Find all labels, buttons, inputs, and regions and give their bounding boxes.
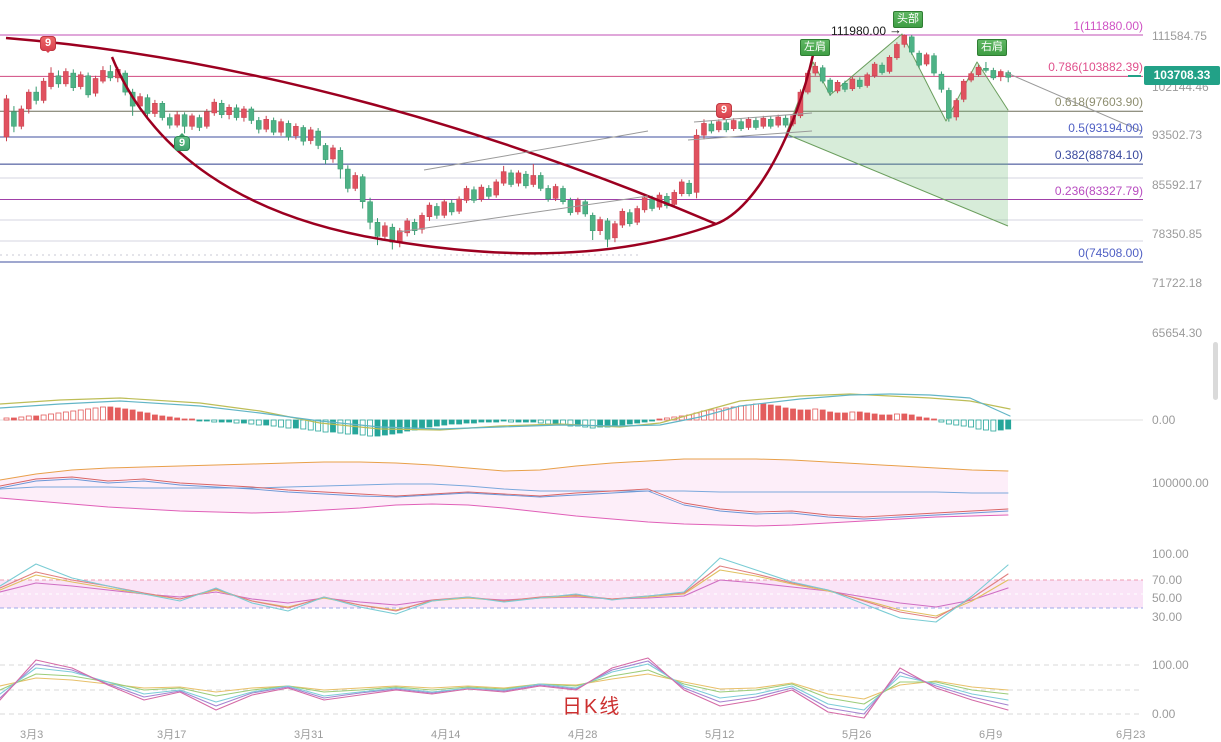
trendlines — [397, 72, 1142, 233]
main-gridlines — [0, 177, 1143, 256]
cup-arc — [5, 36, 815, 255]
band-panel — [0, 458, 1009, 527]
oscillator-panel — [0, 657, 1143, 719]
kdj-panel — [0, 557, 1143, 623]
macd-panel — [0, 393, 1143, 437]
head-shoulders-pattern — [785, 33, 1009, 227]
candlesticks — [3, 34, 1011, 250]
fib-lines — [0, 34, 1143, 263]
